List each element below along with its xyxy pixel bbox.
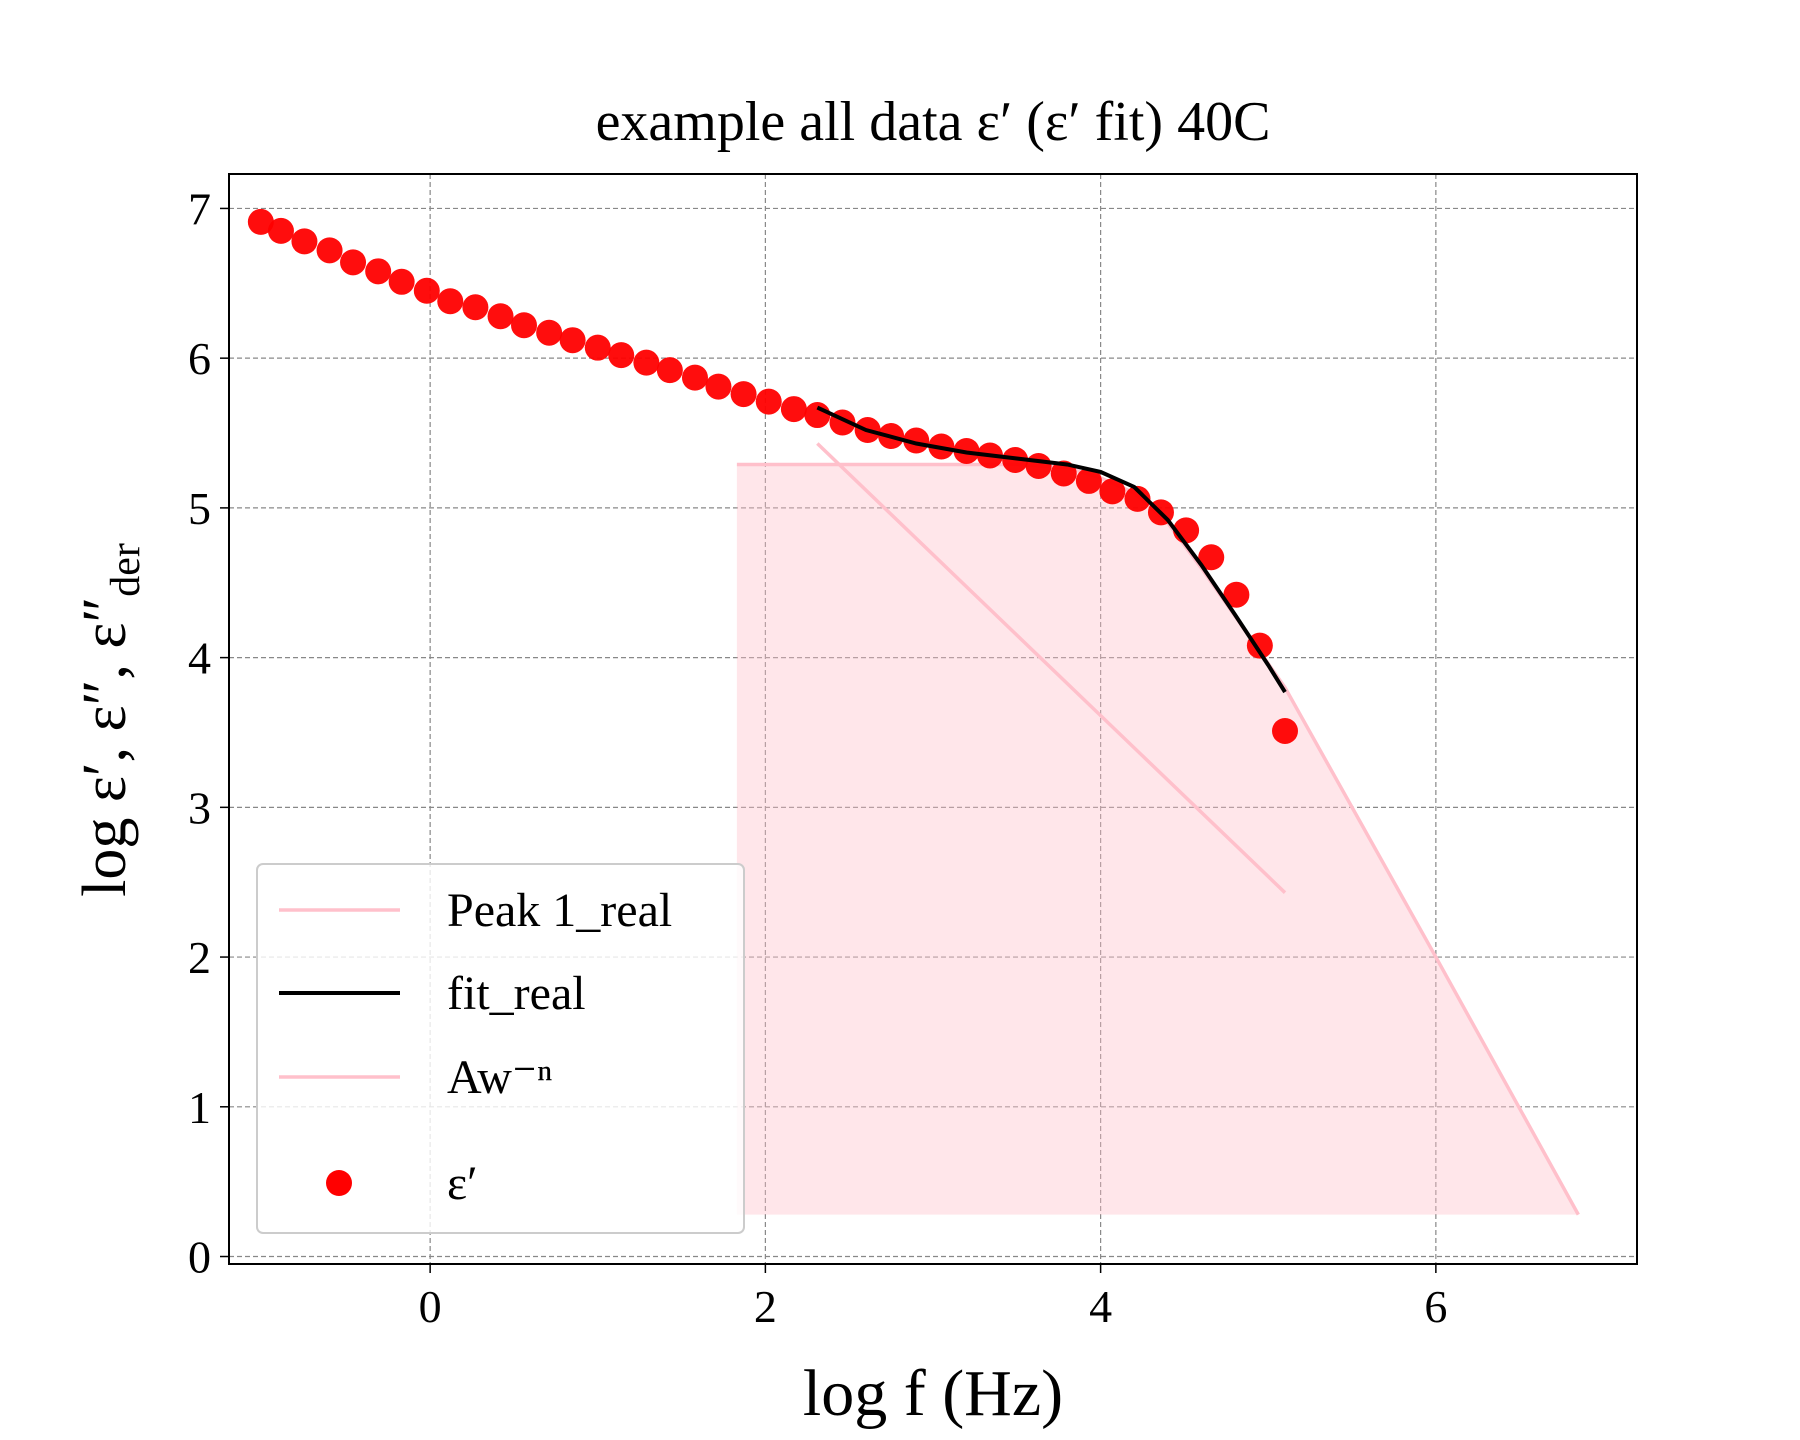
point bbox=[340, 249, 367, 276]
point bbox=[780, 396, 807, 423]
point bbox=[656, 357, 683, 384]
point bbox=[903, 427, 930, 454]
y-tick-label: 1 bbox=[188, 1082, 211, 1133]
legend-label: Aw⁻ⁿ bbox=[447, 1051, 552, 1104]
legend-label: Peak 1_real bbox=[447, 884, 672, 937]
point bbox=[705, 373, 732, 400]
x-tick-label: 2 bbox=[754, 1281, 777, 1332]
area-fill bbox=[736, 464, 1579, 1215]
point bbox=[365, 258, 392, 285]
point bbox=[1025, 452, 1052, 479]
point bbox=[413, 277, 440, 304]
point bbox=[1124, 485, 1151, 512]
point bbox=[559, 327, 586, 354]
point bbox=[487, 303, 514, 330]
y-tick-label: 4 bbox=[188, 633, 211, 684]
point bbox=[1099, 478, 1126, 505]
point bbox=[247, 208, 274, 235]
legend-box bbox=[256, 863, 745, 1234]
x-tick-label: 0 bbox=[419, 1281, 442, 1332]
point bbox=[804, 402, 831, 429]
legend-marker bbox=[326, 1170, 352, 1196]
y-tick-label: 3 bbox=[188, 782, 211, 833]
point bbox=[608, 342, 635, 369]
point bbox=[291, 228, 318, 255]
y-axis-label-main: log ε′, ε″, ε″ bbox=[71, 597, 139, 897]
y-axis-label: log ε′, ε″, ε″der bbox=[71, 543, 149, 897]
point bbox=[584, 334, 611, 361]
x-axis-label: log f (Hz) bbox=[803, 1357, 1063, 1430]
point bbox=[681, 364, 708, 391]
legend: Peak 1_real fit_real Aw⁻ⁿ ε′ bbox=[256, 863, 745, 1234]
point bbox=[1075, 467, 1102, 494]
chart-title: example all data ε′ (ε′ fit) 40C bbox=[596, 91, 1271, 153]
line bbox=[816, 405, 1287, 694]
point bbox=[1198, 544, 1225, 571]
point bbox=[755, 388, 782, 415]
x-tick-label: 4 bbox=[1089, 1281, 1112, 1332]
point bbox=[730, 381, 757, 408]
point bbox=[388, 268, 415, 295]
y-tick-label: 0 bbox=[188, 1232, 211, 1283]
y-tick-label: 5 bbox=[188, 483, 211, 534]
point bbox=[1272, 717, 1298, 744]
point bbox=[536, 319, 563, 346]
y-axis-label-subscript: der bbox=[103, 543, 149, 597]
plot-area bbox=[247, 208, 1580, 1216]
point bbox=[316, 237, 343, 264]
point bbox=[437, 288, 464, 315]
line bbox=[816, 442, 1287, 894]
y-tick-label: 7 bbox=[188, 183, 211, 234]
legend-label: fit_real bbox=[447, 967, 586, 1020]
y-tick-label: 6 bbox=[188, 333, 211, 384]
point bbox=[633, 349, 660, 376]
point bbox=[267, 217, 294, 244]
x-tick-label: 6 bbox=[1424, 1281, 1447, 1332]
point bbox=[462, 294, 489, 321]
plot-frame bbox=[228, 173, 1638, 1265]
point bbox=[1223, 581, 1250, 608]
point bbox=[511, 312, 538, 339]
legend-label: ε′ bbox=[447, 1157, 478, 1210]
y-tick-label: 2 bbox=[188, 932, 211, 983]
